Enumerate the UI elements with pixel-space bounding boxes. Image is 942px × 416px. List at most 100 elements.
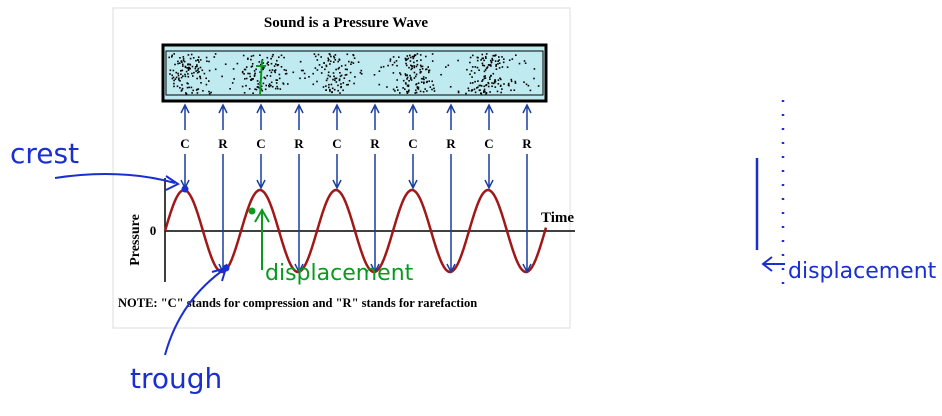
particle [476,66,479,69]
particle [487,82,490,85]
particle [169,73,171,75]
particle [175,71,178,74]
particle [262,62,265,64]
particle [422,78,424,80]
particle [402,87,404,89]
particle [333,55,335,58]
particle [201,69,204,72]
particle [404,82,407,84]
particle [261,89,264,92]
particle [420,65,423,68]
particle [273,70,276,72]
particle [483,91,485,94]
particle [405,83,407,85]
particle [278,73,281,76]
particle [283,69,286,71]
particle [274,71,276,74]
particle [250,66,253,68]
particle [339,92,341,94]
particle [413,55,415,58]
particle [181,61,183,64]
particle [394,90,396,92]
particle [287,83,289,85]
particle [416,60,418,62]
particle [267,61,269,63]
particle [413,61,415,64]
particle [416,63,419,66]
particle [489,76,491,79]
particle [269,75,272,77]
particle [514,80,517,83]
particle [333,57,336,59]
down-arrow [446,154,456,274]
particle [280,54,283,57]
particle [494,60,497,62]
particle [259,71,261,73]
particle [497,60,499,62]
particle [484,75,486,77]
particle [338,66,340,69]
particle [282,83,285,85]
particle [189,64,192,66]
particle [431,80,433,83]
particle [496,90,499,93]
particle [196,77,198,80]
particle [191,65,194,68]
particle [481,62,484,65]
particle [445,66,447,68]
particle [233,78,235,80]
particle [274,69,277,71]
particle [247,72,249,75]
up-arrow [446,103,456,130]
wave-label: R [370,136,380,151]
particle [316,80,318,83]
particle [342,82,345,84]
particle [285,69,287,72]
particle [485,53,488,55]
particle [255,68,257,71]
particle [392,72,395,74]
particle [270,84,272,87]
particle [487,85,490,88]
particle [483,77,486,80]
particle [491,85,493,88]
particle [271,55,274,58]
particle [409,54,411,57]
particle [340,85,342,88]
particle [417,86,420,89]
particle [196,69,199,72]
particle [327,74,330,77]
particle [168,56,170,59]
particle [387,64,389,67]
particle [467,87,470,90]
particle [523,81,525,83]
particle [419,68,421,71]
particle [416,87,419,89]
wave-label: R [522,136,532,151]
particle [253,74,256,76]
particle [275,63,277,65]
particle [468,89,470,92]
particle [413,66,416,69]
particle [247,57,249,60]
particle [312,72,314,75]
particle [353,82,355,85]
particle [256,80,259,82]
particle [250,78,253,81]
particle [354,76,356,78]
particle [449,86,452,88]
particle [177,72,179,75]
particle [206,60,208,62]
particle [495,54,497,56]
particle [180,60,183,62]
particle [278,56,280,58]
particle [330,83,333,86]
particle [513,89,516,91]
particle [251,65,254,67]
particle [492,72,495,75]
particle [241,70,244,73]
particle [249,72,251,75]
particle [203,72,206,75]
particle [469,61,471,64]
particle [422,76,425,78]
